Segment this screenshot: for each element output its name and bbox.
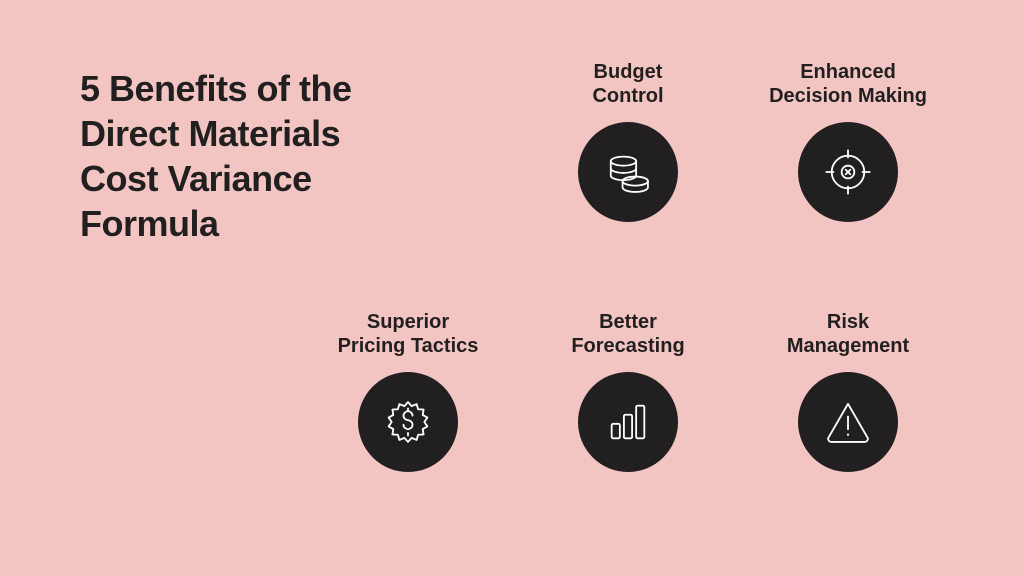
benefit-superior-pricing-tactics: Superior Pricing Tactics <box>308 310 508 472</box>
benefit-budget-control: Budget Control <box>528 60 728 222</box>
benefit-label: Better Forecasting <box>528 310 728 358</box>
benefit-better-forecasting: Better Forecasting <box>528 310 728 472</box>
dollar-badge-icon <box>358 372 458 472</box>
benefit-label: Risk Management <box>748 310 948 358</box>
warning-icon <box>798 372 898 472</box>
benefit-enhanced-decision-making: Enhanced Decision Making <box>748 60 948 222</box>
benefit-label: Enhanced Decision Making <box>748 60 948 108</box>
benefit-label: Budget Control <box>528 60 728 108</box>
benefit-risk-management: Risk Management <box>748 310 948 472</box>
bar-chart-icon <box>578 372 678 472</box>
coins-icon <box>578 122 678 222</box>
main-title: 5 Benefits of the Direct Materials Cost … <box>80 66 440 246</box>
benefit-label: Superior Pricing Tactics <box>308 310 508 358</box>
target-icon <box>798 122 898 222</box>
infographic-canvas: 5 Benefits of the Direct Materials Cost … <box>0 0 1024 576</box>
